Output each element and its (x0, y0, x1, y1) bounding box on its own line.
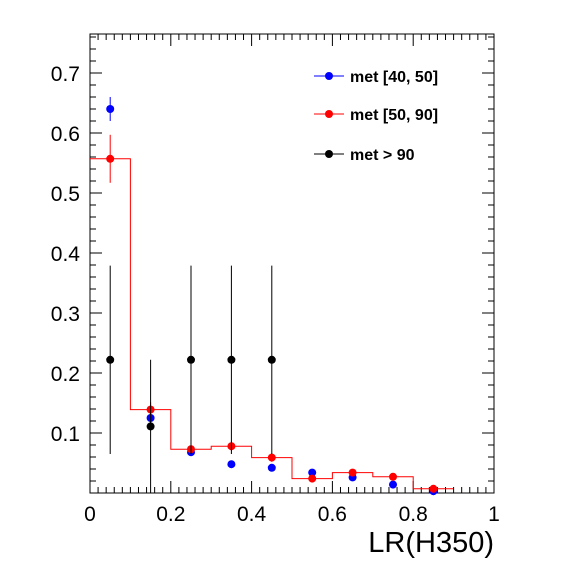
x-tick-label: 0.6 (318, 503, 347, 526)
data-point (348, 468, 357, 477)
x-tick-label: 0.8 (399, 503, 428, 526)
legend-marker (325, 110, 333, 118)
legend: met [40, 50] met [50, 90] met > 90 (314, 69, 438, 164)
legend-label: met [50, 90] (350, 107, 438, 124)
data-point (389, 480, 397, 489)
y-tick-label: 0.7 (51, 63, 80, 86)
y-tick-label: 0.6 (51, 123, 80, 146)
data-point (187, 355, 195, 364)
data-point (106, 355, 115, 364)
x-tick-label: 0 (84, 503, 96, 526)
axis-ticks (89, 34, 495, 493)
x-tick-label: 1 (488, 503, 500, 526)
y-tick-label: 0.5 (51, 183, 80, 206)
data-point (267, 453, 276, 462)
tick-labels: 0 0.2 0.4 0.6 0.8 1 0.1 0.2 0.3 0.4 0.5 0.6 0.7 (51, 63, 500, 526)
data-point (146, 422, 155, 431)
data-point (227, 355, 236, 364)
x-tick-label: 0.2 (156, 503, 185, 526)
y-tick-label: 0.3 (51, 303, 80, 326)
legend-label: met > 90 (350, 147, 415, 164)
y-tick-label: 0.2 (51, 363, 80, 386)
y-tick-label: 0.4 (51, 243, 81, 266)
legend-marker (325, 150, 333, 158)
x-axis-title: LR(H350) (368, 527, 494, 559)
x-tick-label: 0.4 (237, 503, 267, 526)
data-point (389, 472, 397, 481)
legend-label: met [40, 50] (350, 69, 438, 86)
data-point (308, 468, 317, 477)
data-point (267, 463, 276, 472)
points-layer (106, 97, 438, 496)
data-point (267, 355, 276, 364)
data-point (308, 474, 317, 483)
data-point (429, 484, 438, 493)
data-point (227, 460, 236, 469)
y-tick-label: 0.1 (51, 423, 80, 446)
legend-marker (325, 72, 333, 80)
data-point (106, 154, 115, 163)
data-point (106, 105, 115, 113)
